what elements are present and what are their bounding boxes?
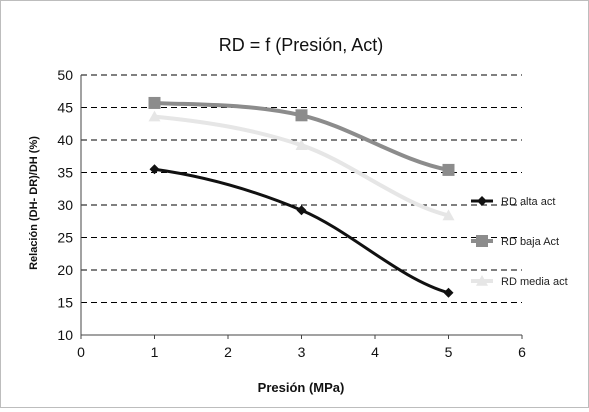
x-tick-label-6: 6 <box>518 344 526 360</box>
y-axis-label: Relación (DH- DR)/DH (%) <box>28 136 40 270</box>
series-line-1 <box>154 167 449 295</box>
series-2 <box>148 96 455 176</box>
legend: RD alta act RD baja Act RD media act <box>471 196 568 288</box>
y-tick-label-45: 45 <box>57 100 73 116</box>
x-tick-label-0: 0 <box>77 344 85 360</box>
x-tick-label-3: 3 <box>298 344 306 360</box>
y-tick-label-10: 10 <box>57 327 73 343</box>
y-tick-label-20: 20 <box>57 262 73 278</box>
y-tick-label-40: 40 <box>57 132 73 148</box>
series-3-point-2 <box>295 139 308 150</box>
series-2-point-3 <box>442 163 455 176</box>
legend-label-1: RD alta act <box>501 196 555 208</box>
series-3-point-3 <box>442 209 455 221</box>
legend-item-3: RD media act <box>471 275 568 288</box>
y-tick-label-30: 30 <box>57 197 73 213</box>
y-tick-label-50: 50 <box>57 67 73 83</box>
series-2-point-2 <box>295 109 308 122</box>
x-tick-label-2: 2 <box>224 344 232 360</box>
series-1 <box>149 164 454 298</box>
legend-label-3: RD media act <box>501 276 568 288</box>
series-1-point-1 <box>149 164 160 175</box>
series-1-point-2 <box>296 205 307 216</box>
legend-item-2: RD baja Act <box>471 235 559 248</box>
series-3 <box>148 110 455 221</box>
x-tick-label-1: 1 <box>151 344 159 360</box>
legend-swatch-marker-1 <box>477 196 487 206</box>
grid-lines <box>81 74 522 303</box>
legend-swatch-marker-3 <box>476 275 488 286</box>
y-tick-label-15: 15 <box>57 295 73 311</box>
legend-label-2: RD baja Act <box>501 236 559 248</box>
series-3-point-1 <box>148 110 161 122</box>
y-tick-label-25: 25 <box>57 230 73 246</box>
x-tick-label-5: 5 <box>445 344 453 360</box>
series-1-point-3 <box>443 287 454 298</box>
x-tick-label-4: 4 <box>371 344 379 360</box>
legend-swatch-marker-2 <box>476 235 488 247</box>
legend-item-1: RD alta act <box>471 196 555 208</box>
x-axis-label: Presión (MPa) <box>258 380 345 395</box>
series-group <box>148 96 455 298</box>
y-tick-label-35: 35 <box>57 165 73 181</box>
series-line-3 <box>154 114 449 218</box>
series-2-point-1 <box>148 96 161 109</box>
chart-title: RD = f (Presión, Act) <box>219 35 384 55</box>
